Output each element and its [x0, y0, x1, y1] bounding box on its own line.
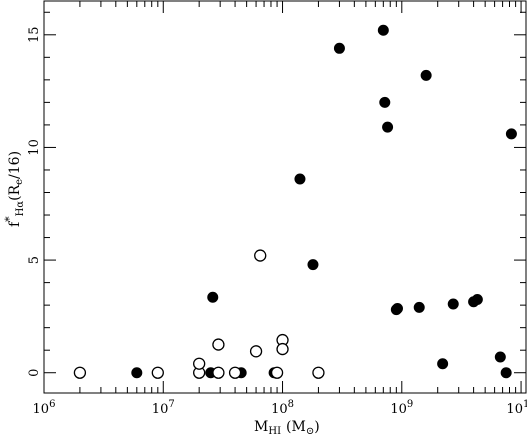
- x-axis-label-sub: HI: [268, 426, 281, 437]
- y-axis-label-paren-open: (R: [7, 184, 23, 200]
- x-axis-label-unit-close: ): [314, 419, 319, 435]
- data-point-filled: [494, 351, 506, 363]
- data-point-filled: [437, 358, 449, 370]
- x-axis-label-unit-open: (M: [286, 419, 306, 435]
- x-tick-label-exponent: 9: [407, 399, 413, 410]
- x-tick-label: 109: [390, 399, 413, 417]
- data-point-open: [151, 366, 164, 379]
- data-point-filled: [207, 291, 219, 303]
- x-tick-label-base: 10: [271, 402, 288, 417]
- data-point-open: [254, 249, 267, 262]
- x-tick-label-base: 10: [33, 402, 50, 417]
- data-point-filled: [413, 301, 425, 313]
- y-axis-label-sub: Hα: [15, 201, 26, 217]
- y-axis-label-sup: *: [3, 216, 16, 222]
- data-point-open: [276, 342, 289, 356]
- data-point-filled: [500, 367, 512, 379]
- y-axis-label: f*Hα(Re/16): [3, 151, 26, 227]
- x-tick-label-exponent: 6: [49, 399, 55, 410]
- data-point-open: [212, 338, 225, 351]
- x-tick-label: 106: [33, 399, 56, 417]
- data-point-filled: [382, 121, 394, 133]
- data-point-open: [73, 366, 87, 379]
- data-point-open: [270, 366, 284, 379]
- x-tick-label: 108: [271, 399, 294, 417]
- data-point-open: [312, 366, 325, 379]
- data-point-open: [249, 345, 263, 358]
- data-point-open: [212, 366, 225, 379]
- y-tick-label: 10: [27, 139, 42, 156]
- data-points: [73, 24, 517, 379]
- data-point-open: [193, 357, 206, 370]
- y-axis-label-main: f: [7, 220, 23, 227]
- y-tick-label: 15: [27, 27, 42, 44]
- plot-frame: [43, 0, 527, 394]
- y-axis-label-paren-close: /16): [7, 151, 23, 179]
- y-tick-label: 5: [27, 256, 42, 264]
- tick-marks: [43, 1, 526, 393]
- x-tick-label-base: 10: [152, 402, 169, 417]
- data-point-filled: [471, 294, 483, 306]
- x-axis-label-unit-sub: ⊙: [306, 426, 314, 437]
- x-tick-label-exponent: 8: [288, 399, 294, 410]
- data-point-filled: [294, 173, 306, 185]
- x-tick-label-exponent: 10: [523, 399, 527, 410]
- x-tick-label-base: 10: [390, 402, 407, 417]
- data-point-filled: [131, 367, 143, 379]
- data-point-filled: [333, 42, 345, 54]
- plot-frame-group: [43, 0, 527, 394]
- x-axis-label-main: M: [254, 419, 268, 435]
- x-tick-label-base: 10: [506, 402, 523, 417]
- tick-labels: 1061071081091010051015: [27, 27, 527, 417]
- data-point-filled: [420, 69, 432, 81]
- y-axis-label-paren-sub: e: [14, 179, 25, 185]
- data-point-filled: [447, 298, 459, 310]
- data-point-filled: [377, 24, 389, 36]
- data-point-filled: [505, 128, 517, 140]
- data-point-filled: [379, 96, 391, 108]
- y-tick-label: 0: [27, 369, 42, 377]
- data-point-open: [228, 366, 242, 379]
- x-tick-label: 107: [152, 399, 175, 417]
- x-tick-label-exponent: 7: [168, 399, 174, 410]
- data-point-filled: [307, 259, 319, 271]
- x-axis-label: MHI (M⊙): [254, 419, 320, 437]
- data-point-filled: [391, 303, 403, 315]
